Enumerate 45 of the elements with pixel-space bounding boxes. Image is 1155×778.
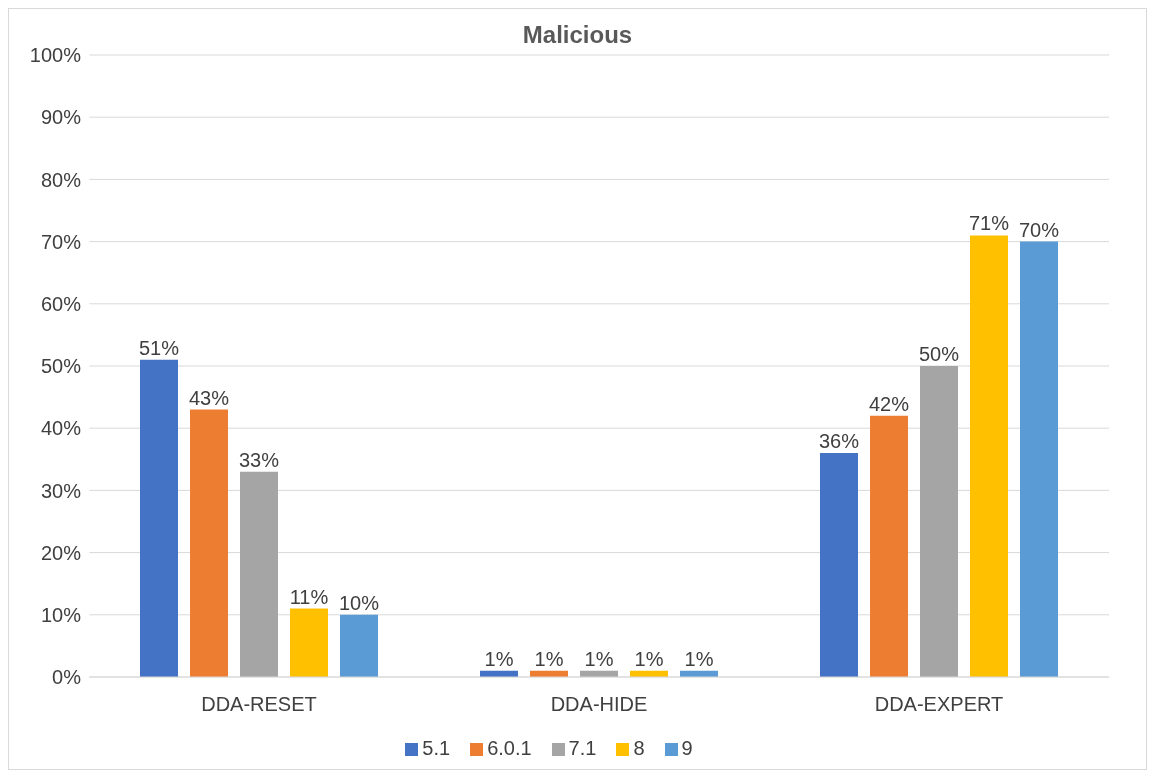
y-tick-label: 40% (40, 417, 82, 440)
x-tick-label: DDA-HIDE (550, 693, 648, 716)
y-tick-label: 90% (40, 106, 82, 129)
data-label: 50% (918, 343, 960, 365)
legend-label: 9 (681, 737, 693, 759)
x-tick-label: DDA-RESET (201, 693, 317, 716)
data-label: 1% (484, 647, 514, 670)
data-label: 1% (584, 647, 614, 670)
data-label: 42% (868, 392, 910, 415)
bar (190, 409, 228, 677)
y-tick-label: 0% (52, 666, 82, 689)
y-tick-label: 100% (29, 44, 82, 67)
y-tick-label: 70% (40, 230, 82, 253)
y-tick-label: 10% (40, 603, 82, 626)
y-tick-label: 30% (40, 479, 82, 502)
bar (240, 471, 278, 677)
data-label: 11% (289, 585, 329, 608)
bar (340, 614, 378, 677)
bar (920, 366, 958, 677)
x-tick-label: DDA-EXPERT (874, 693, 1004, 716)
legend-label: 8 (633, 737, 645, 759)
data-label: 1% (634, 647, 664, 670)
data-label: 70% (1018, 218, 1060, 241)
data-label: 1% (534, 647, 564, 670)
bar (870, 415, 908, 677)
bar (290, 608, 328, 677)
y-tick-label: 50% (40, 355, 82, 378)
data-label: 1% (684, 647, 714, 670)
data-label: 10% (338, 591, 380, 614)
data-label: 33% (238, 448, 280, 471)
legend-label: 7.1 (568, 737, 597, 759)
data-label: 71% (968, 212, 1010, 235)
data-label: 36% (818, 430, 860, 453)
data-label: 43% (188, 386, 230, 409)
legend-label: 6.0.1 (487, 737, 532, 759)
y-tick-label: 60% (40, 292, 82, 315)
bar (1020, 241, 1058, 677)
y-tick-label: 80% (40, 168, 82, 191)
bar (140, 359, 178, 677)
data-label: 51% (138, 336, 180, 359)
legend-label: 5.1 (422, 737, 451, 759)
chart-title: Malicious (522, 21, 633, 48)
bar (970, 235, 1008, 677)
bar (820, 453, 858, 677)
y-tick-label: 20% (40, 541, 82, 564)
